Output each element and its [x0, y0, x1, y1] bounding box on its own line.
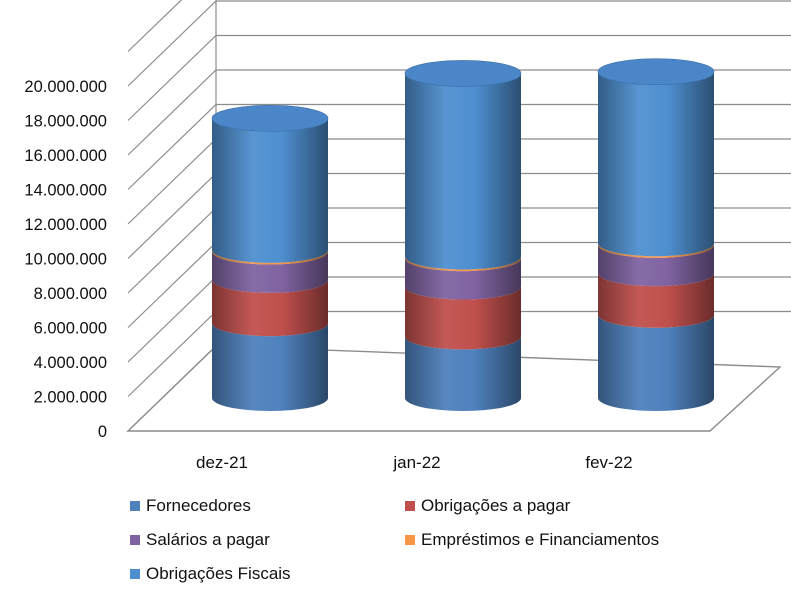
y-tick-label: 4.000.000 — [34, 354, 107, 372]
legend-item: Fornecedores — [130, 496, 251, 516]
chart-floor — [126, 345, 782, 432]
bar-segment-obrigações-a-pagar — [598, 273, 714, 328]
gridline — [127, 34, 791, 121]
y-tick-label: 0 — [98, 423, 107, 441]
legend-item: Empréstimos e Financiamentos — [405, 530, 659, 550]
x-tick-label: fev-22 — [585, 453, 632, 472]
bar-top-cap — [211, 105, 329, 132]
bar-stack-jan-22 — [404, 60, 522, 411]
legend-swatch — [405, 535, 415, 545]
bar-segment-salários-a-pagar — [598, 244, 714, 287]
y-tick-label: 12.000.000 — [24, 216, 107, 234]
y-tick-label: 16.000.000 — [24, 147, 107, 165]
legend-label: Empréstimos e Financiamentos — [421, 530, 660, 549]
bar-stack-dez-21 — [211, 105, 329, 411]
y-tick-label: 2.000.000 — [34, 389, 107, 407]
legend-label: Salários a pagar — [146, 530, 270, 549]
y-tick-label: 10.000.000 — [24, 251, 107, 269]
legend-swatch — [130, 501, 140, 511]
bar-segment-obrigações-fiscais — [405, 73, 521, 270]
bar-segment-salários-a-pagar — [212, 251, 328, 293]
legend-swatch — [130, 535, 140, 545]
bars-layer — [211, 58, 715, 411]
bar-top-cap — [597, 58, 715, 86]
x-axis-ticks: dez-21 jan-22 fev-22 — [196, 453, 633, 472]
bar-segment-fornecedores — [405, 336, 521, 411]
y-tick-label: 20.000.000 — [24, 78, 107, 96]
legend-label: Obrigações a pagar — [421, 496, 571, 515]
bar-segment-fornecedores — [212, 323, 328, 411]
x-tick-label: jan-22 — [392, 453, 440, 472]
gridline — [127, 0, 791, 87]
legend-item: Obrigações a pagar — [405, 496, 570, 516]
bar-segment-obrigações-a-pagar — [212, 279, 328, 337]
y-tick-label: 8.000.000 — [34, 285, 107, 303]
legend-item: Salários a pagar — [130, 530, 270, 550]
y-tick-label: 6.000.000 — [34, 320, 107, 338]
legend-swatch — [405, 501, 415, 511]
x-tick-label: dez-21 — [196, 453, 248, 472]
legend-swatch — [130, 569, 140, 579]
y-axis-ticks: 0 2.000.000 4.000.000 6.000.000 8.000.000 10.… — [24, 78, 107, 441]
gridline — [127, 0, 183, 52]
bar-stack-fev-22 — [597, 58, 715, 411]
bar-segment-obrigações-a-pagar — [405, 286, 521, 350]
bar-top-cap — [404, 60, 522, 87]
legend-label: Fornecedores — [146, 496, 251, 515]
y-tick-label: 14.000.000 — [24, 182, 107, 200]
legend-label: Obrigações Fiscais — [146, 564, 291, 583]
bar-segment-salários-a-pagar — [405, 258, 521, 300]
legend: Fornecedores Obrigações a pagar Salários a… — [130, 496, 770, 592]
bar-segment-fornecedores — [598, 314, 714, 411]
legend-item: Obrigações Fiscais — [130, 564, 291, 584]
bar-segment-obrigações-fiscais — [212, 118, 328, 263]
bar-segment-obrigações-fiscais — [598, 71, 714, 257]
y-tick-label: 18.000.000 — [24, 113, 107, 131]
